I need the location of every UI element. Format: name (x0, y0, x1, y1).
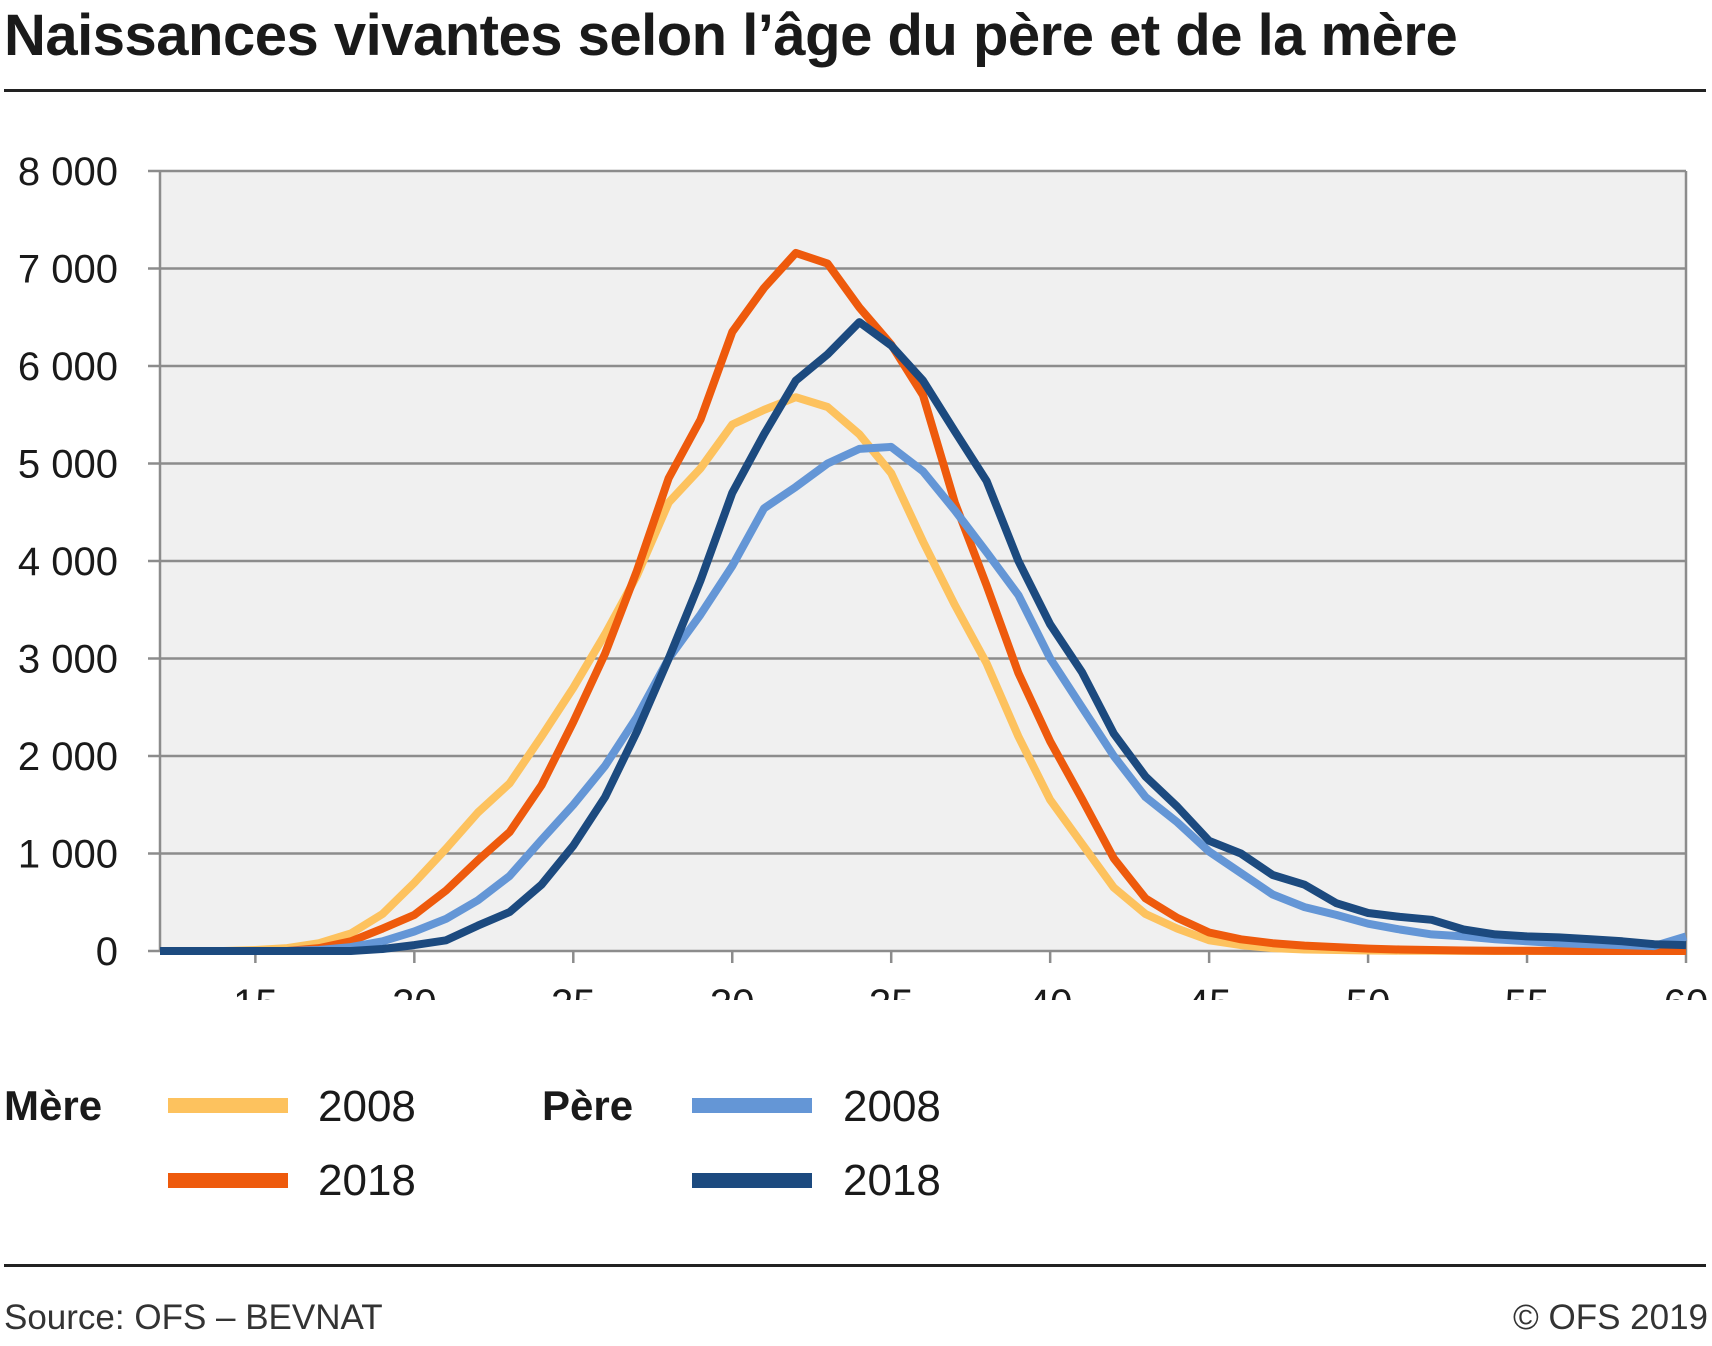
y-tick-label: 4 000 (18, 540, 118, 584)
x-tick-label: 45 (1187, 982, 1232, 1000)
y-tick-label: 6 000 (18, 345, 118, 389)
copyright-note: © OFS 2019 (1512, 1298, 1708, 1337)
series-line-mere-2018 (160, 248, 1686, 955)
series-line-pere-2008 (160, 442, 1688, 955)
legend-label-mere-2008: 2008 (318, 1082, 416, 1131)
legend-label-pere-2018: 2018 (843, 1156, 941, 1205)
chart-title: Naissances vivantes selon l’âge du père … (4, 3, 1458, 68)
y-tick-label: 3 000 (18, 638, 118, 682)
line-chart: 0 1 000 2 000 3 000 4 000 5 000 6 000 7 000 8 00… (18, 150, 1709, 1000)
x-tick-label: 15 (233, 982, 278, 1000)
series-line-pere-2018 (160, 318, 1687, 955)
source-note: Source: OFS – BEVNAT (4, 1298, 383, 1337)
legend-swatch-mere-2018 (168, 1173, 288, 1188)
y-tick-label: 5 000 (18, 443, 118, 487)
x-tick-label: 30 (710, 982, 755, 1000)
x-tick-label: 35 (869, 982, 914, 1000)
y-tick-label: 0 (96, 930, 118, 974)
y-tick-label: 1 000 (18, 833, 118, 877)
legend-swatch-pere-2018 (692, 1173, 812, 1188)
x-tick-label: 40 (1028, 982, 1073, 1000)
y-tick-label: 7 000 (18, 248, 118, 292)
y-tick-label: 8 000 (18, 150, 118, 194)
x-tick-label: 20 (392, 982, 437, 1000)
legend-pere-heading: Père (542, 1082, 634, 1129)
x-tick-label: 60 (1664, 982, 1709, 1000)
legend-mere-heading: Mère (4, 1082, 103, 1129)
legend-label-pere-2008: 2008 (843, 1082, 941, 1131)
y-tick-label: 2 000 (18, 735, 118, 779)
legend-swatch-pere-2008 (692, 1098, 812, 1113)
legend-swatch-mere-2008 (168, 1098, 288, 1113)
title-rule (4, 89, 1706, 92)
footer-rule (4, 1264, 1706, 1267)
x-tick-label: 25 (551, 982, 596, 1000)
x-tick-label: 50 (1346, 982, 1391, 1000)
legend-label-mere-2018: 2018 (318, 1156, 416, 1205)
x-tick-label: 55 (1505, 982, 1550, 1000)
